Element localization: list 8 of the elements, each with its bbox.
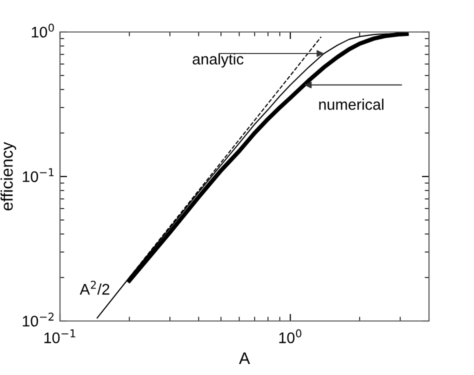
annotation: numerical xyxy=(319,98,384,110)
y-tick-label: 10$^{−2}$ xyxy=(22,312,54,327)
annotation: A$^{2}$/2 xyxy=(80,280,110,295)
y-axis-title: efficiency xyxy=(0,142,16,210)
y-tick-label: 10$^{0}$ xyxy=(32,24,54,38)
y-tick-label: 10$^{−1}$ xyxy=(22,168,54,182)
x-axis-title: A xyxy=(238,352,250,364)
annotation: analytic xyxy=(192,53,244,68)
